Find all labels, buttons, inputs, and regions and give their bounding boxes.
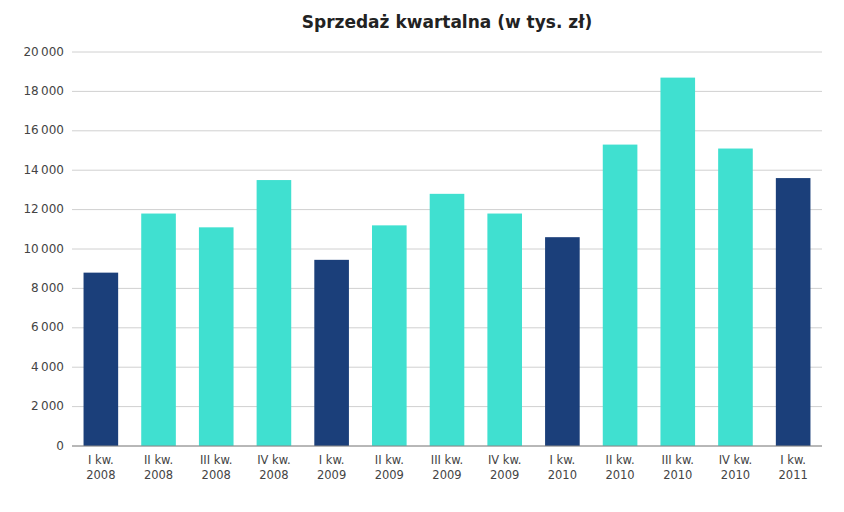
x-axis: I kw.2008 II kw.2008 III kw.2008 IV kw.2008… <box>72 446 822 482</box>
y-tick-label: 6 000 <box>31 320 64 334</box>
x-axis-line <box>72 446 822 447</box>
x-tick-label: II kw.2008 <box>144 453 173 482</box>
bar <box>314 260 349 446</box>
bar <box>257 180 292 446</box>
bar <box>141 214 176 446</box>
bar <box>84 273 119 446</box>
chart-title: Sprzedaż kwartalna (w tys. zł) <box>302 12 593 32</box>
y-tick-label: 18 000 <box>23 84 64 98</box>
x-tick-label: III kw.2010 <box>662 453 695 482</box>
bar <box>487 214 522 446</box>
x-tick-label: I kw.2008 <box>86 453 115 482</box>
bar <box>660 78 695 446</box>
bar <box>372 225 407 446</box>
grid-line <box>72 130 822 131</box>
x-tick-label: IV kw.2008 <box>257 453 291 482</box>
x-tick-label: II kw.2010 <box>605 453 634 482</box>
y-tick-label: 0 <box>56 439 64 453</box>
grid-line <box>72 170 822 171</box>
y-tick-label: 2 000 <box>31 399 64 413</box>
x-tick-label: I kw.2011 <box>779 453 808 482</box>
bars <box>84 78 811 446</box>
bar <box>199 227 234 446</box>
x-tick-label: III kw.2009 <box>431 453 464 482</box>
y-tick-label: 12 000 <box>23 202 64 216</box>
y-tick-label: 4 000 <box>31 360 64 374</box>
y-tick-label: 16 000 <box>23 123 64 137</box>
x-tick-label: I kw.2009 <box>317 453 346 482</box>
y-tick-label: 10 000 <box>23 242 64 256</box>
y-axis: 0 2 000 4 000 6 000 8 000 10 000 12 000 14 000 1… <box>23 45 64 453</box>
bar <box>430 194 465 446</box>
x-tick-label: III kw.2008 <box>200 453 233 482</box>
x-tick-label: II kw.2009 <box>375 453 404 482</box>
y-grid <box>72 52 822 446</box>
chart-container: Sprzedaż kwartalna (w tys. zł) 0 2 000 4 00… <box>0 0 844 512</box>
chart-svg: Sprzedaż kwartalna (w tys. zł) 0 2 000 4 00… <box>0 0 844 512</box>
grid-line <box>72 91 822 92</box>
bar <box>545 237 580 446</box>
y-tick-label: 14 000 <box>23 163 64 177</box>
grid-line <box>72 446 822 447</box>
x-tick-label: IV kw.2010 <box>719 453 753 482</box>
bar <box>776 178 811 446</box>
y-tick-label: 8 000 <box>31 281 64 295</box>
grid-line <box>72 52 822 53</box>
bar <box>603 145 638 446</box>
y-tick-label: 20 000 <box>23 45 64 59</box>
x-tick-label: I kw.2010 <box>548 453 577 482</box>
x-tick-label: IV kw.2009 <box>488 453 522 482</box>
bar <box>718 149 753 446</box>
